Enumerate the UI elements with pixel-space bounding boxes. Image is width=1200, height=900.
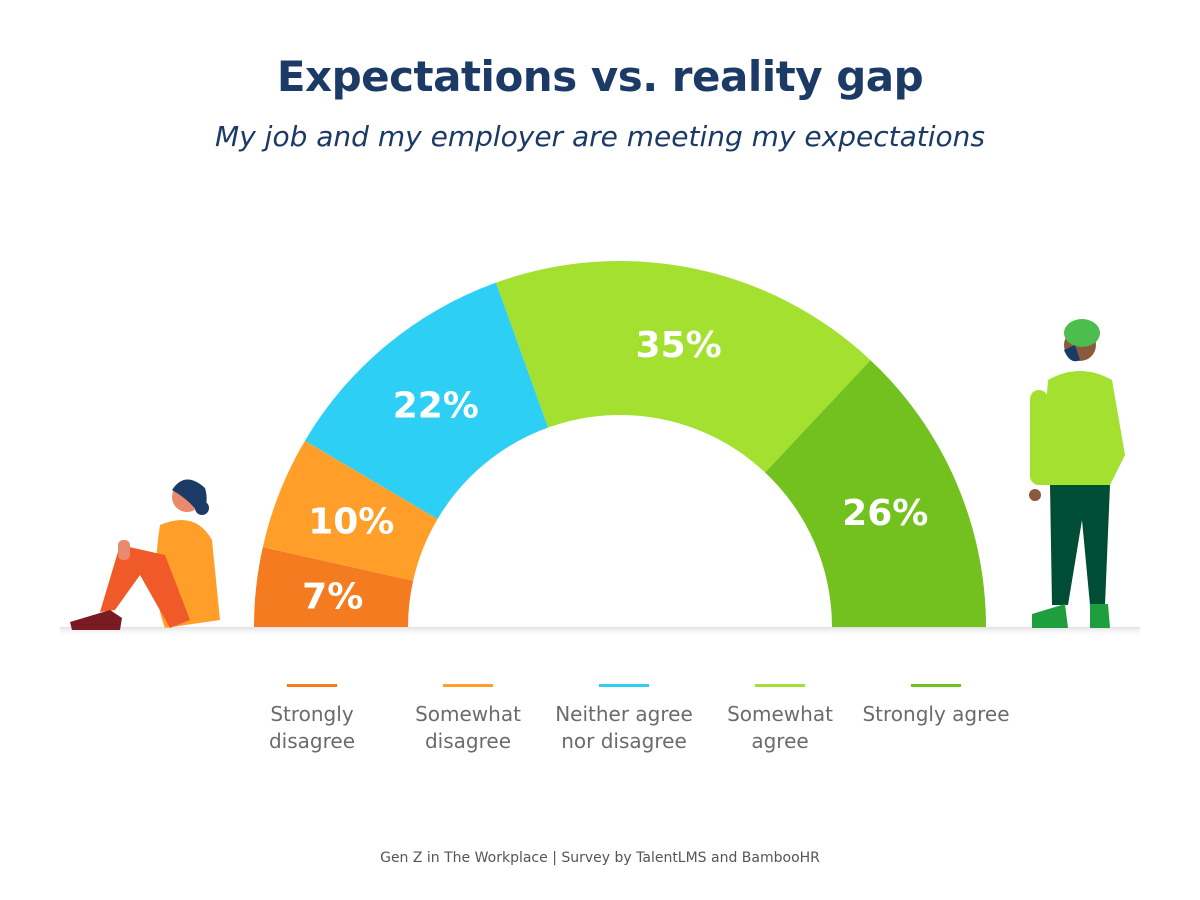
gauge-segment [304,282,549,520]
legend-swatch [755,684,805,687]
data-label: 35% [636,325,722,366]
data-label: 7% [302,576,363,617]
gauge-segment [254,547,414,627]
legend-swatch [443,684,493,687]
legend-item-strongly-agree: Strongly agree [858,684,1014,755]
ground-shadow [60,627,1140,637]
legend-label: Somewhat disagree [415,702,521,753]
gauge-segment [262,440,438,581]
legend-swatch [287,684,337,687]
gauge-segment [765,360,986,627]
legend-label: Strongly disagree [268,702,355,753]
data-label: 22% [393,385,479,426]
legend-item-somewhat-disagree: Somewhat disagree [390,684,546,755]
standing-person-illustration [1029,319,1125,628]
legend-label: Somewhat agree [727,702,833,753]
gauge-segment [496,261,871,473]
legend-item-somewhat-agree: Somewhat agree [702,684,858,755]
chart-subtitle: My job and my employer are meeting my ex… [215,120,985,153]
legend-label: Strongly agree [862,702,1010,726]
legend-label: Neither agree nor disagree [555,702,693,753]
legend-swatch [599,684,649,687]
legend-swatch [911,684,961,687]
legend: Strongly disagree Somewhat disagree Neit… [234,684,1014,755]
legend-item-neither: Neither agree nor disagree [546,684,702,755]
legend-item-strongly-disagree: Strongly disagree [234,684,390,755]
data-label: 26% [842,493,928,534]
data-label: 10% [308,502,394,543]
seated-person-illustration [70,479,220,630]
chart-title: Expectations vs. reality gap [276,52,924,101]
source-footer: Gen Z in The Workplace | Survey by Talen… [380,850,820,866]
